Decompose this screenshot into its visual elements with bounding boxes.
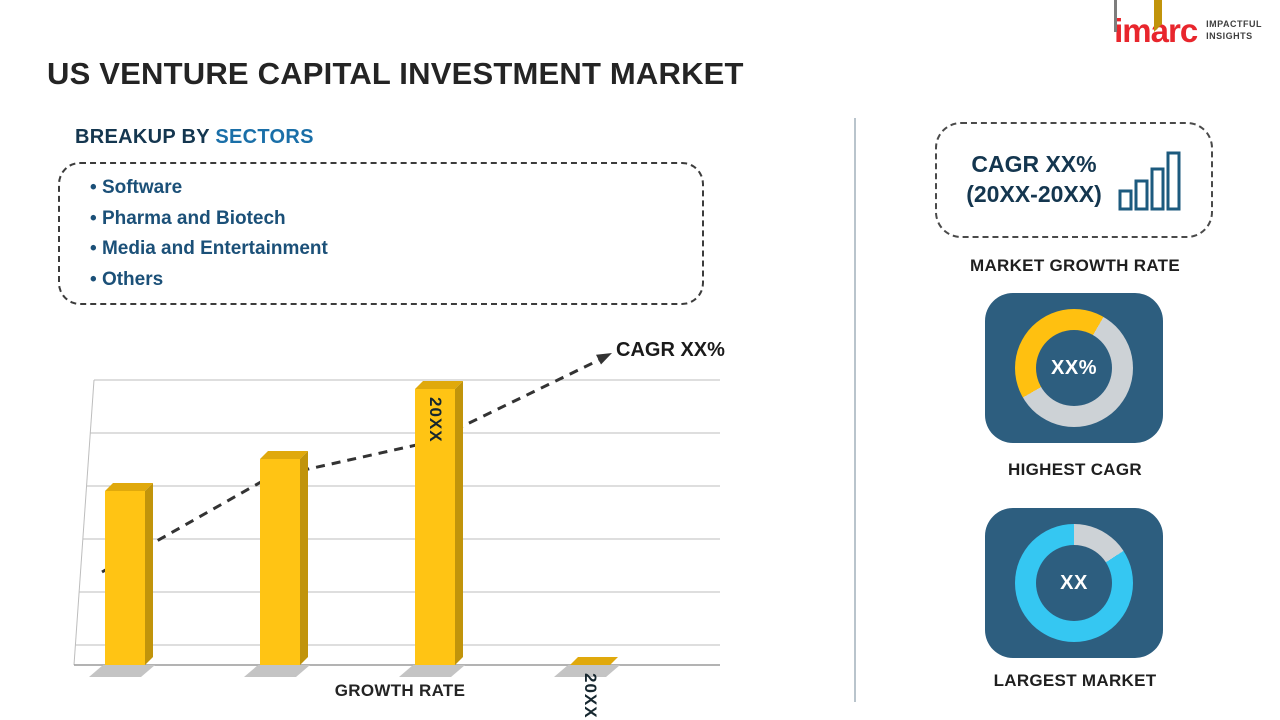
- largest-market-value: XX: [1060, 571, 1088, 594]
- largest-market-tile: XX: [985, 508, 1163, 658]
- chart-background: [73, 353, 720, 677]
- bar-4-label: 20XX: [581, 673, 600, 719]
- market-growth-rate-label: MARKET GROWTH RATE: [969, 256, 1180, 275]
- highest-cagr-donut-icon: XX%: [1015, 309, 1133, 427]
- trend-arrow: [101, 353, 612, 574]
- breakup-heading-prefix: BREAKUP BY: [75, 126, 216, 148]
- highest-cagr-value: XX%: [1051, 356, 1097, 379]
- largest-market-label: LARGEST MARKET: [993, 671, 1157, 690]
- bar-3-label: 20XX: [426, 397, 445, 443]
- cagr-box-line1: CAGR XX%: [971, 151, 1097, 178]
- bar-chart-icon: [1118, 151, 1181, 211]
- sector-item-pharma-biotech: Pharma and Biotech: [90, 204, 692, 235]
- highest-cagr-tile: XX%: [985, 293, 1163, 443]
- imarc-logo: imarc IMPACTFUL INSIGHTS: [1114, 0, 1262, 47]
- logo-tagline: IMPACTFUL INSIGHTS: [1206, 19, 1262, 42]
- sector-item-media-entertainment: Media and Entertainment: [90, 234, 692, 265]
- bar-1: [105, 491, 145, 665]
- vertical-divider: [854, 118, 856, 702]
- logo-divider: [1114, 0, 1118, 32]
- breakup-heading-accent: SECTORS: [215, 126, 314, 148]
- cagr-box-line2: (20XX-20XX): [966, 181, 1102, 207]
- cagr-box: CAGR XX% (20XX-20XX): [935, 122, 1213, 238]
- cagr-trend-annotation: CAGR XX%: [616, 339, 725, 361]
- sectors-list: Software Pharma and Biotech Media and En…: [90, 173, 692, 295]
- cagr-box-text: CAGR XX% (20XX-20XX): [966, 150, 1102, 210]
- logo-tagline-line1: IMPACTFUL: [1206, 18, 1262, 29]
- growth-rate-bar-chart: 20XX 20XX CAGR XX%: [60, 335, 740, 719]
- sectors-box: Software Pharma and Biotech Media and En…: [58, 162, 704, 305]
- sector-item-software: Software: [90, 173, 692, 204]
- x-axis-label: GROWTH RATE: [334, 681, 466, 700]
- page-title: US VENTURE CAPITAL INVESTMENT MARKET: [47, 56, 744, 91]
- logo-tagline-line2: INSIGHTS: [1206, 30, 1253, 41]
- breakup-heading: BREAKUP BY SECTORS: [75, 126, 314, 149]
- largest-market-donut-icon: XX: [1015, 524, 1133, 642]
- bar-2: [260, 459, 300, 665]
- chart-gridlines: [73, 379, 720, 666]
- highest-cagr-label: HIGHEST CAGR: [1008, 460, 1142, 479]
- sector-item-others: Others: [90, 265, 692, 296]
- largest-market-donut-hole: XX: [1036, 545, 1112, 621]
- bar-shadows: [89, 665, 620, 677]
- highest-cagr-donut-hole: XX%: [1036, 330, 1112, 406]
- bar-3: 20XX: [415, 389, 455, 665]
